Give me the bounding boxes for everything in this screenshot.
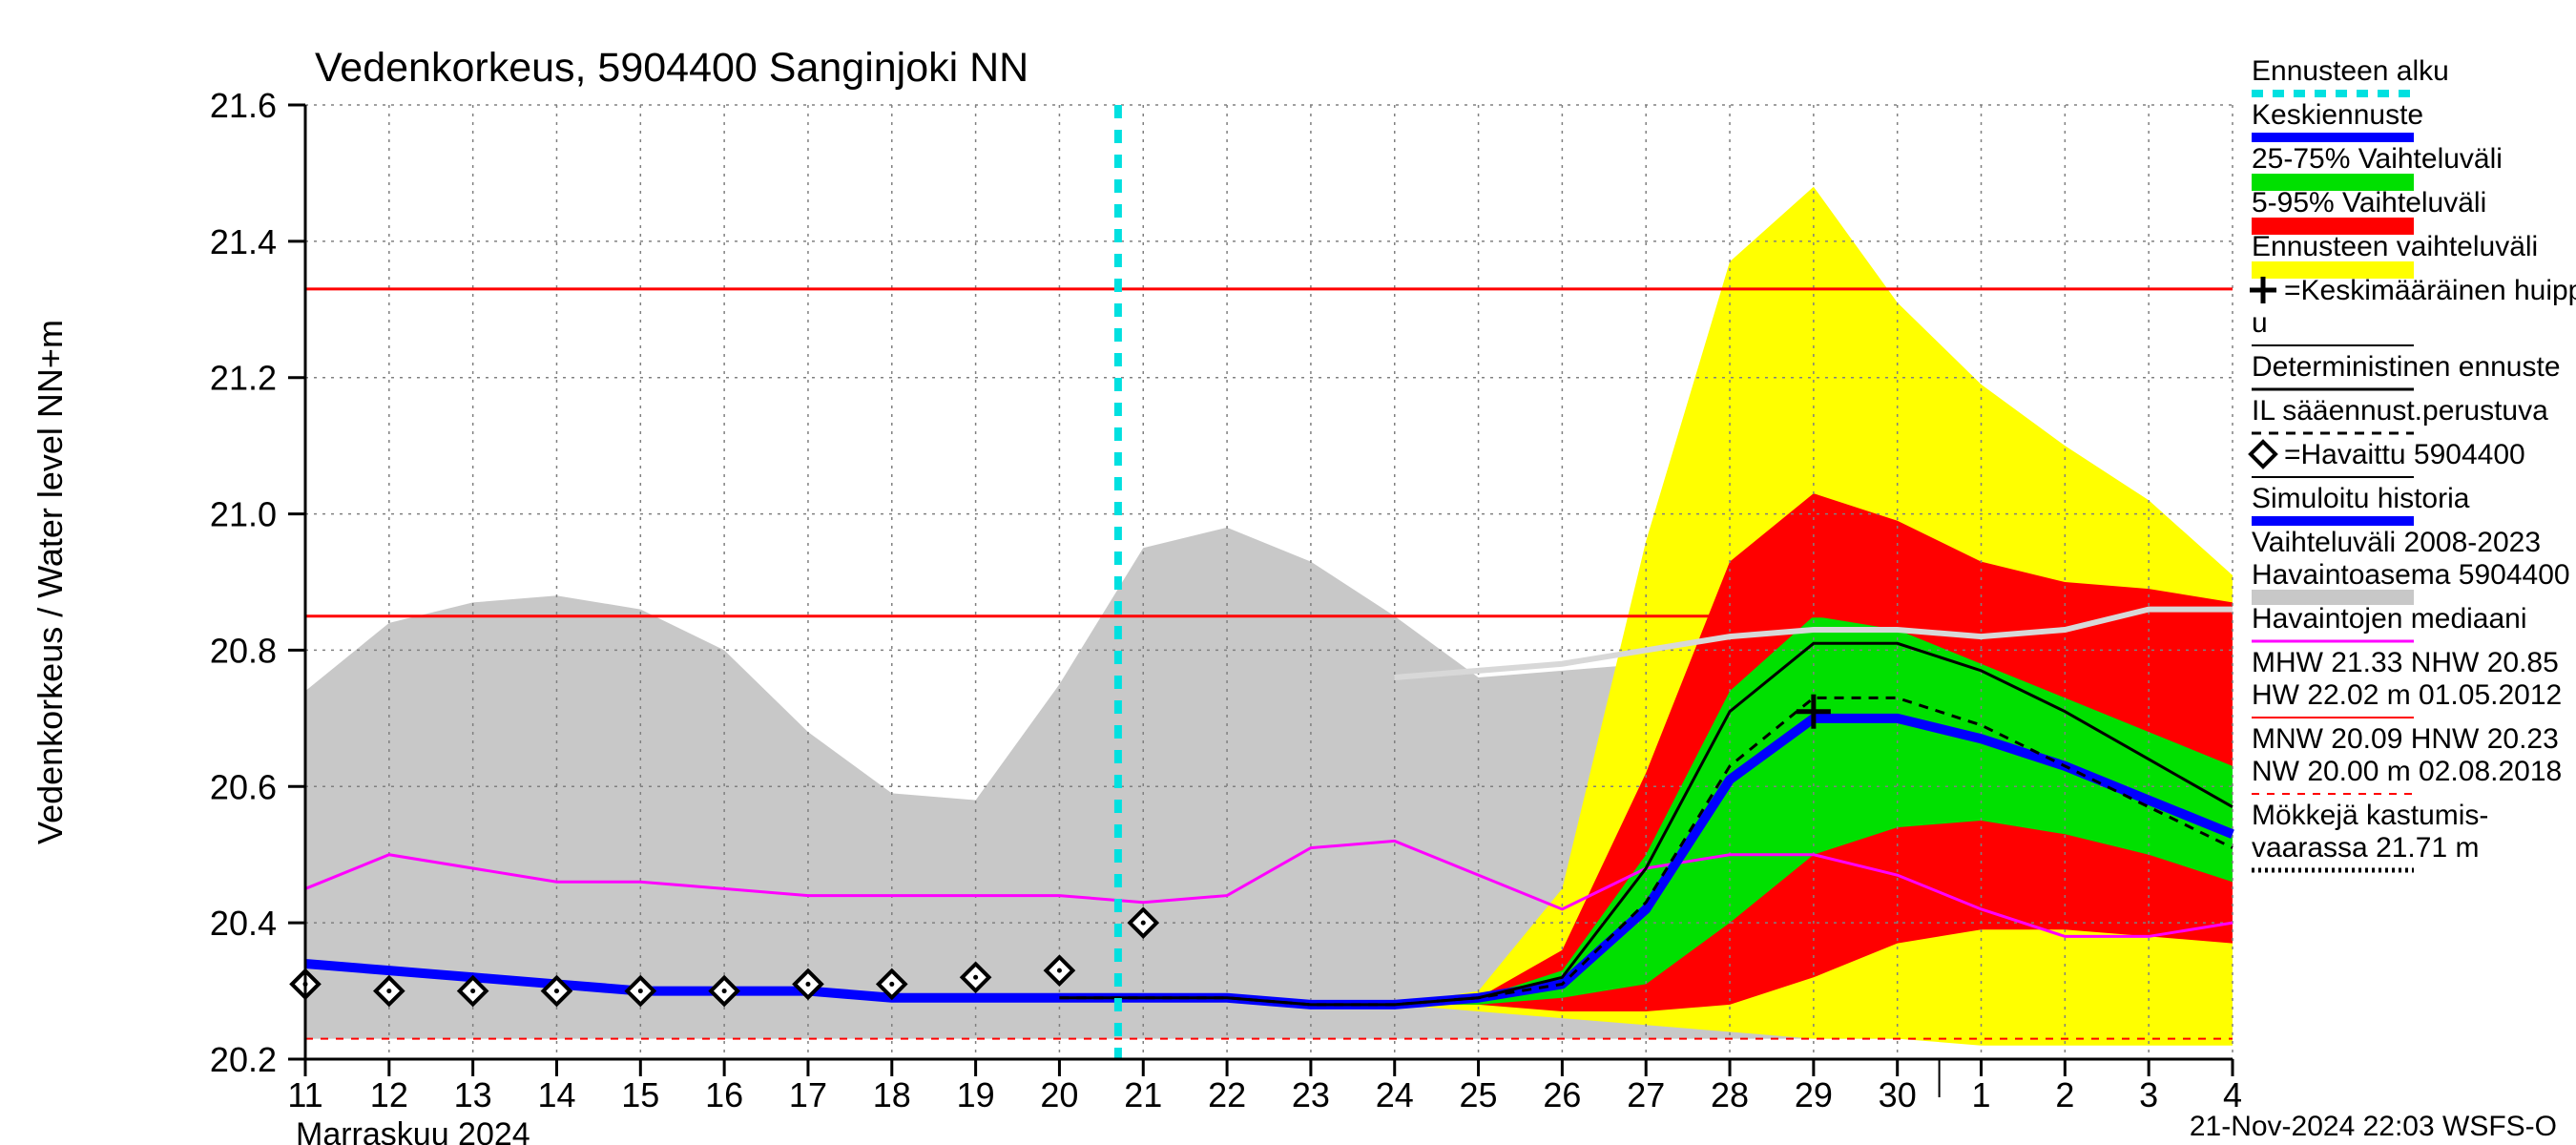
water-level-forecast-chart: 20.220.420.620.821.021.221.421.611121314… — [0, 0, 2576, 1145]
x-tick-label: 11 — [287, 1075, 322, 1114]
y-tick-label: 21.2 — [210, 359, 277, 398]
y-tick-label: 21.4 — [210, 222, 277, 261]
legend-label: =Keskimääräinen huippu — [2284, 275, 2576, 306]
x-tick-label: 28 — [1711, 1075, 1749, 1114]
y-tick-label: 21.0 — [210, 495, 277, 534]
x-tick-label: 23 — [1292, 1075, 1330, 1114]
legend-label: Havaintoasema 5904400 — [2252, 559, 2570, 591]
x-tick-label: 22 — [1208, 1075, 1246, 1114]
y-tick-label: 20.4 — [210, 904, 277, 943]
x-tick-label: 13 — [454, 1075, 492, 1114]
chart-svg: 20.220.420.620.821.021.221.421.611121314… — [0, 0, 2576, 1145]
legend-label: MNW 20.09 HNW 20.23 — [2252, 723, 2559, 755]
x-tick-label: 27 — [1627, 1075, 1665, 1114]
x-tick-label: 3 — [2139, 1075, 2158, 1114]
x-tick-label: 29 — [1795, 1075, 1833, 1114]
x-tick-label: 19 — [957, 1075, 995, 1114]
legend-label: Keskiennuste — [2252, 99, 2423, 131]
legend-label: HW 22.02 m 01.05.2012 — [2252, 679, 2562, 711]
x-tick-label: 4 — [2223, 1075, 2242, 1114]
legend-label: Vaihteluväli 2008-2023 — [2252, 527, 2541, 558]
legend-label: 5-95% Vaihteluväli — [2252, 187, 2486, 219]
legend-label: Ennusteen alku — [2252, 55, 2449, 87]
x-tick-label: 16 — [705, 1075, 743, 1114]
month-label-fi: Marraskuu 2024 — [296, 1116, 530, 1145]
legend-label: Deterministinen ennuste — [2252, 351, 2561, 383]
x-tick-label: 25 — [1460, 1075, 1498, 1114]
x-tick-label: 30 — [1879, 1075, 1917, 1114]
legend-label: vaarassa 21.71 m — [2252, 832, 2479, 864]
y-tick-label: 20.8 — [210, 631, 277, 670]
legend-label: Ennusteen vaihteluväli — [2252, 231, 2538, 262]
legend-label: u — [2252, 307, 2268, 339]
x-tick-label: 17 — [789, 1075, 827, 1114]
y-tick-label: 20.2 — [210, 1040, 277, 1079]
x-tick-label: 20 — [1040, 1075, 1078, 1114]
x-tick-label: 12 — [370, 1075, 408, 1114]
y-axis-label: Vedenkorkeus / Water level NN+m — [31, 320, 70, 844]
x-tick-label: 21 — [1124, 1075, 1162, 1114]
x-tick-label: 1 — [1972, 1075, 1991, 1114]
x-tick-label: 18 — [873, 1075, 911, 1114]
y-tick-label: 20.6 — [210, 767, 277, 806]
x-tick-label: 24 — [1376, 1075, 1414, 1114]
legend-label: =Havaittu 5904400 — [2284, 439, 2525, 470]
legend-label: Simuloitu historia — [2252, 483, 2470, 514]
legend-label: IL sääennust.perustuva — [2252, 395, 2548, 427]
x-tick-label: 15 — [621, 1075, 659, 1114]
legend-label: 25-75% Vaihteluväli — [2252, 143, 2503, 175]
x-tick-label: 26 — [1543, 1075, 1581, 1114]
x-tick-label: 2 — [2055, 1075, 2074, 1114]
chart-title: Vedenkorkeus, 5904400 Sanginjoki NN — [315, 45, 1028, 91]
legend-label: MHW 21.33 NHW 20.85 — [2252, 647, 2559, 678]
y-tick-label: 21.6 — [210, 86, 277, 125]
footer-timestamp: 21-Nov-2024 22:03 WSFS-O — [2190, 1111, 2557, 1142]
legend-label: Mökkejä kastumis- — [2252, 800, 2488, 831]
legend-label: Havaintojen mediaani — [2252, 603, 2527, 635]
legend-label: NW 20.00 m 02.08.2018 — [2252, 756, 2562, 787]
x-tick-label: 14 — [537, 1075, 575, 1114]
